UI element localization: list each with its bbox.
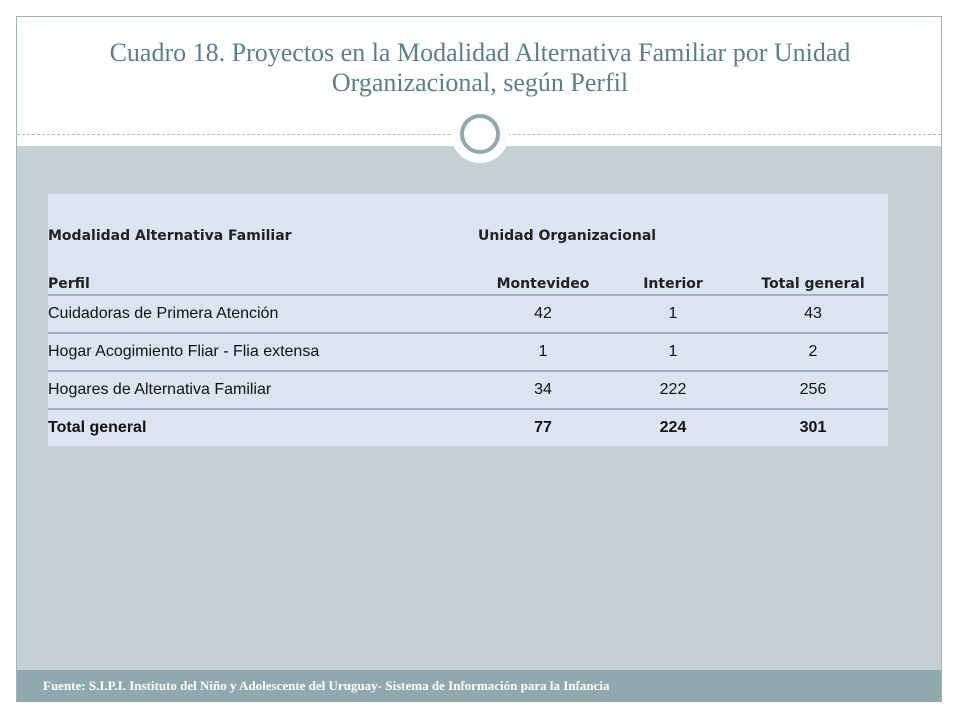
cell-montevideo: 42 bbox=[478, 295, 608, 334]
table-row: Hogar Acogimiento Fliar - Flia extensa 1… bbox=[48, 333, 888, 372]
cell-montevideo: 1 bbox=[478, 333, 608, 372]
header-unidad-organizacional: Unidad Organizacional bbox=[478, 194, 888, 244]
total-interior: 224 bbox=[608, 409, 738, 446]
header-montevideo: Montevideo bbox=[478, 244, 608, 296]
total-general: 301 bbox=[738, 409, 888, 446]
table-row: Hogares de Alternativa Familiar 34 222 2… bbox=[48, 371, 888, 410]
cell-total: 43 bbox=[738, 295, 888, 334]
header-modalidad: Modalidad Alternativa Familiar bbox=[48, 194, 478, 244]
circle-ornament-ring bbox=[460, 114, 500, 154]
cell-montevideo: 34 bbox=[478, 371, 608, 410]
cell-interior: 1 bbox=[608, 333, 738, 372]
cell-total: 256 bbox=[738, 371, 888, 410]
header-interior: Interior bbox=[608, 244, 738, 296]
header-total-general: Total general bbox=[738, 244, 888, 296]
cell-perfil: Hogares de Alternativa Familiar bbox=[48, 371, 478, 410]
cell-perfil: Cuidadoras de Primera Atención bbox=[48, 295, 478, 334]
cell-interior: 1 bbox=[608, 295, 738, 334]
source-footer: Fuente: S.I.P.I. Instituto del Niño y Ad… bbox=[17, 670, 941, 702]
table-row: Cuidadoras de Primera Atención 42 1 43 bbox=[48, 295, 888, 334]
header-perfil: Perfil bbox=[48, 244, 478, 296]
total-label: Total general bbox=[48, 409, 478, 446]
total-montevideo: 77 bbox=[478, 409, 608, 446]
circle-ornament-icon bbox=[451, 105, 509, 163]
header-row-columns: Perfil Montevideo Interior Total general bbox=[48, 244, 888, 296]
cell-total: 2 bbox=[738, 333, 888, 372]
data-table: Modalidad Alternativa Familiar Unidad Or… bbox=[48, 194, 888, 446]
cell-perfil: Hogar Acogimiento Fliar - Flia extensa bbox=[48, 333, 478, 372]
total-row: Total general 77 224 301 bbox=[48, 409, 888, 446]
slide-title: Cuadro 18. Proyectos en la Modalidad Alt… bbox=[109, 38, 851, 97]
header-row-group: Modalidad Alternativa Familiar Unidad Or… bbox=[48, 194, 888, 244]
cell-interior: 222 bbox=[608, 371, 738, 410]
